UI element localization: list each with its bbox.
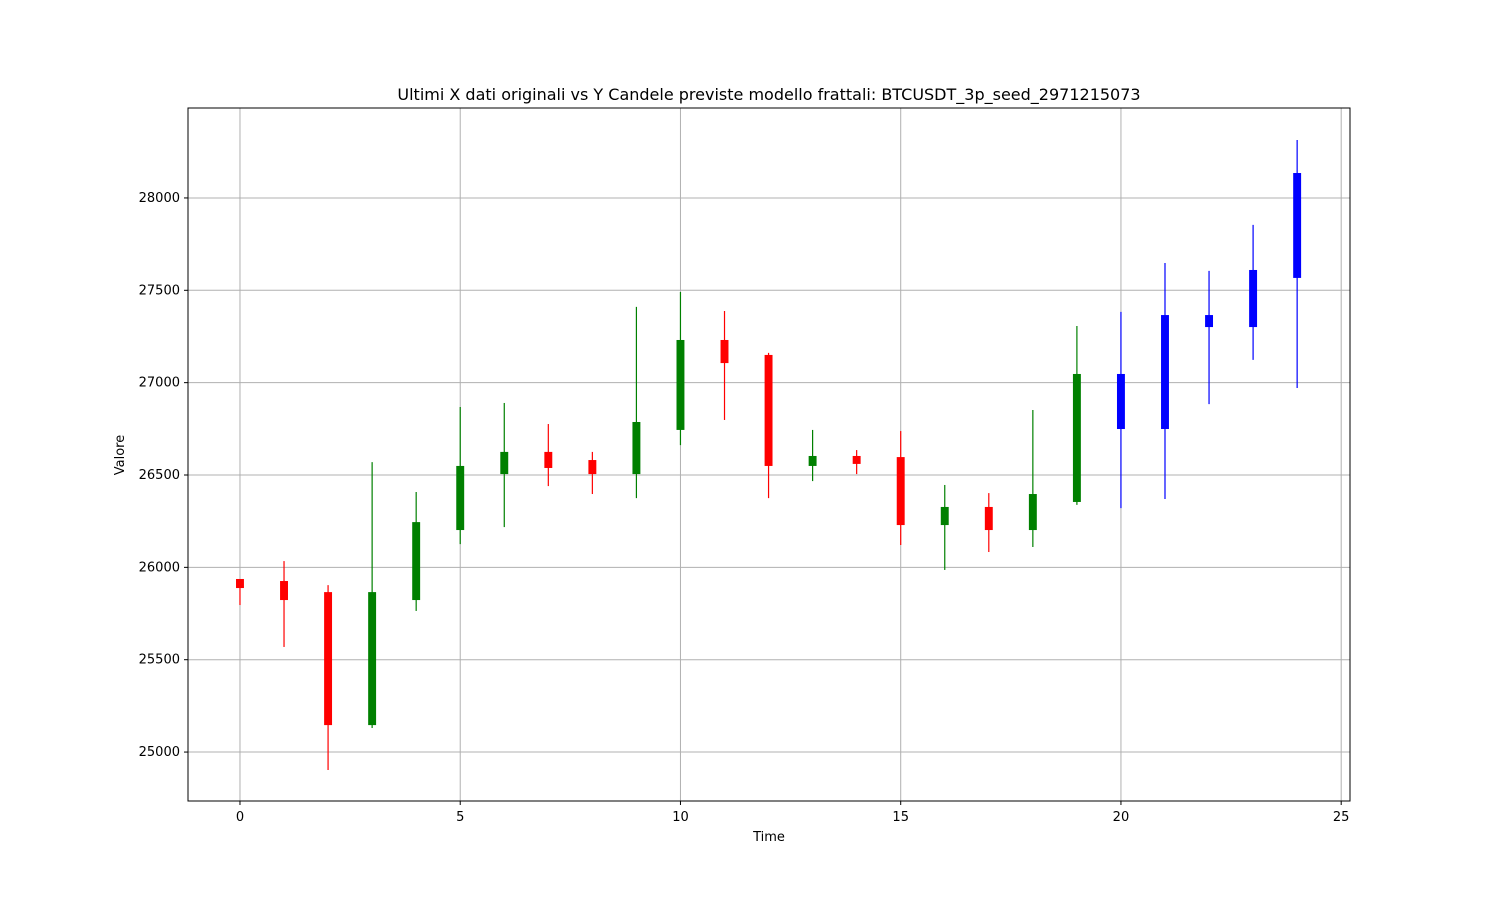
x-tick-label: 0 — [236, 810, 244, 825]
y-tick-label: 26500 — [139, 468, 180, 483]
y-axis-label: Valore — [113, 435, 128, 475]
x-tick-label: 5 — [456, 810, 464, 825]
x-tick-label: 15 — [892, 810, 909, 825]
candle-body — [1249, 269, 1258, 328]
candle-body — [1072, 373, 1081, 502]
candle-body — [368, 592, 377, 726]
candle-body — [1205, 315, 1214, 328]
x-tick-label: 20 — [1113, 810, 1130, 825]
candle-body — [280, 581, 288, 601]
candle-body — [852, 455, 861, 464]
candle-body — [632, 421, 641, 475]
y-tick-label: 27000 — [139, 376, 180, 391]
candle-body — [412, 522, 421, 601]
candle-body — [1293, 173, 1302, 278]
candle-body — [1116, 373, 1125, 430]
candle-body — [1161, 315, 1169, 430]
y-tick-label: 28000 — [139, 191, 180, 206]
y-tick-label: 25000 — [139, 745, 180, 760]
candle-body — [588, 460, 597, 475]
candle-body — [676, 339, 685, 430]
candle-body — [808, 455, 817, 466]
candle-body — [896, 457, 905, 526]
x-tick-label: 10 — [672, 810, 689, 825]
candle-body — [456, 465, 465, 531]
plot-frame — [187, 107, 1351, 802]
candle-body — [720, 339, 729, 364]
candle-body — [1028, 494, 1037, 531]
x-tick-label: 25 — [1333, 810, 1350, 825]
candle-body — [500, 451, 509, 475]
candle-body — [984, 506, 993, 531]
candle-body — [940, 506, 949, 526]
y-tick-label: 27500 — [139, 283, 180, 298]
x-axis-label: Time — [752, 830, 785, 845]
y-tick-label: 26000 — [139, 560, 180, 575]
candle-body — [764, 354, 773, 466]
candle-body — [544, 451, 553, 468]
candle-body — [324, 592, 333, 726]
candle-body — [236, 578, 244, 589]
chart-title: Ultimi X dati originali vs Y Candele pre… — [397, 85, 1140, 105]
y-tick-label: 25500 — [139, 653, 180, 668]
